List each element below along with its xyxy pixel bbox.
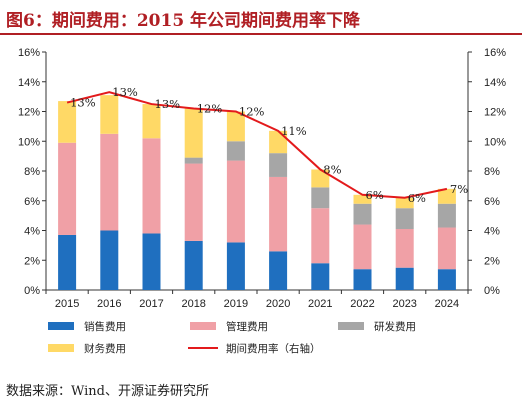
y-tick-label-left: 2%	[24, 255, 40, 267]
legend-swatch-admin	[190, 322, 216, 330]
expense-ratio-line	[66, 91, 448, 199]
bar-segment-rnd	[311, 187, 330, 209]
bar-segment-finance	[100, 95, 119, 134]
bar-segment-admin	[142, 138, 161, 234]
expense-ratio-data-label: 12%	[197, 102, 223, 116]
legend-label: 管理费用	[226, 320, 268, 333]
expense-ratio-data-label: 6%	[366, 188, 384, 202]
bar-segment-rnd	[226, 141, 245, 161]
expense-ratio-data-label: 13%	[155, 97, 181, 111]
legend-label: 财务费用	[84, 342, 126, 355]
x-tick-label: 2023	[392, 298, 416, 310]
x-tick-label: 2017	[139, 298, 163, 310]
legend-swatch-rnd	[338, 322, 364, 330]
title-divider	[0, 33, 522, 35]
x-tick-label: 2022	[350, 298, 374, 310]
chart-bars	[58, 95, 456, 290]
x-tick-label: 2020	[266, 298, 290, 310]
chart-title: 图6：期间费用：2015 年公司期间费用率下降	[6, 11, 361, 31]
bar-segment-finance	[142, 104, 161, 139]
y-tick-label-right: 2%	[484, 255, 500, 267]
bar-segment-admin	[184, 163, 203, 241]
y-tick-label-left: 6%	[24, 196, 40, 208]
bar-segment-admin	[226, 160, 245, 243]
bar-segment-rnd	[437, 203, 456, 228]
expense-ratio-data-label: 13%	[70, 96, 96, 110]
bar-segment-sales	[142, 233, 161, 290]
bar-segment-finance	[269, 130, 288, 154]
bar-segment-sales	[395, 267, 414, 290]
bar-segment-finance	[353, 194, 372, 204]
bar-segment-finance	[311, 169, 330, 188]
y-tick-label-left: 0%	[24, 285, 40, 297]
y-tick-label-right: 8%	[484, 166, 500, 178]
bar-segment-sales	[226, 242, 245, 290]
y-tick-label-right: 4%	[484, 226, 500, 238]
expense-ratio-data-label: 8%	[323, 163, 341, 177]
bar-segment-admin	[269, 176, 288, 252]
bar-segment-admin	[437, 227, 456, 270]
expense-ratio-data-label: 12%	[239, 105, 265, 119]
bar-segment-rnd	[184, 157, 203, 164]
y-tick-label-left: 8%	[24, 166, 40, 178]
bar-segment-finance	[437, 188, 456, 204]
bar-segment-admin	[311, 208, 330, 264]
bar-segment-finance	[184, 108, 203, 158]
bar-segment-rnd	[269, 153, 288, 177]
chart-line: 13% 13% 13% 12% 12% 11% 8% 6% 6% 7%	[66, 85, 468, 205]
y-tick-label-left: 16%	[18, 47, 40, 59]
bar-segment-finance	[395, 197, 414, 209]
x-tick-label: 2024	[435, 298, 459, 310]
y-tick-label-left: 10%	[18, 136, 40, 148]
bar-segment-rnd	[353, 203, 372, 225]
y-tick-label-left: 14%	[18, 77, 40, 89]
legend-label: 销售费用	[84, 320, 126, 333]
x-tick-label: 2015	[55, 298, 79, 310]
y-tick-label-right: 6%	[484, 196, 500, 208]
expense-ratio-data-label: 6%	[408, 191, 426, 205]
bar-segment-admin	[100, 133, 119, 231]
expense-ratio-data-label: 13%	[112, 85, 138, 99]
y-tick-label-left: 12%	[18, 107, 40, 119]
x-tick-label: 2018	[181, 298, 205, 310]
expense-ratio-data-label: 7%	[450, 182, 468, 196]
bar-segment-sales	[269, 251, 288, 290]
x-tick-label: 2016	[97, 298, 121, 310]
source-note: 数据来源：Wind、开源证券研究所	[6, 384, 209, 399]
y-tick-label-right: 14%	[484, 77, 506, 89]
x-tick-label: 2019	[224, 298, 248, 310]
expense-chart: 0% 2% 4% 6% 8% 10% 12% 14% 16% 0% 2% 4% 6% 8% 10% 12% 14…	[18, 47, 506, 355]
y-tick-label-right: 12%	[484, 107, 506, 119]
bar-segment-finance	[58, 101, 77, 143]
legend-swatch-sales	[48, 322, 74, 330]
legend-label: 期间费用率（右轴）	[226, 342, 321, 355]
bar-segment-sales	[311, 263, 330, 290]
y-tick-label-right: 16%	[484, 47, 506, 59]
legend-label: 研发费用	[374, 320, 416, 333]
chart-axes: 0% 2% 4% 6% 8% 10% 12% 14% 16% 0% 2% 4% 6% 8% 10% 12% 14…	[18, 47, 506, 310]
legend-swatch-finance	[48, 344, 74, 352]
y-tick-label-right: 10%	[484, 136, 506, 148]
bar-segment-sales	[184, 240, 203, 290]
y-tick-label-right: 0%	[484, 285, 500, 297]
bar-segment-sales	[437, 269, 456, 290]
bar-segment-sales	[100, 230, 119, 290]
x-tick-label: 2021	[308, 298, 332, 310]
expense-ratio-data-label: 11%	[281, 124, 307, 138]
y-tick-label-left: 4%	[24, 226, 40, 238]
bar-segment-admin	[395, 229, 414, 268]
bar-segment-sales	[58, 234, 77, 290]
bar-segment-sales	[353, 269, 372, 290]
bar-segment-finance	[226, 111, 245, 142]
bar-segment-admin	[353, 224, 372, 270]
bar-segment-admin	[58, 142, 77, 235]
bar-segment-rnd	[395, 208, 414, 230]
